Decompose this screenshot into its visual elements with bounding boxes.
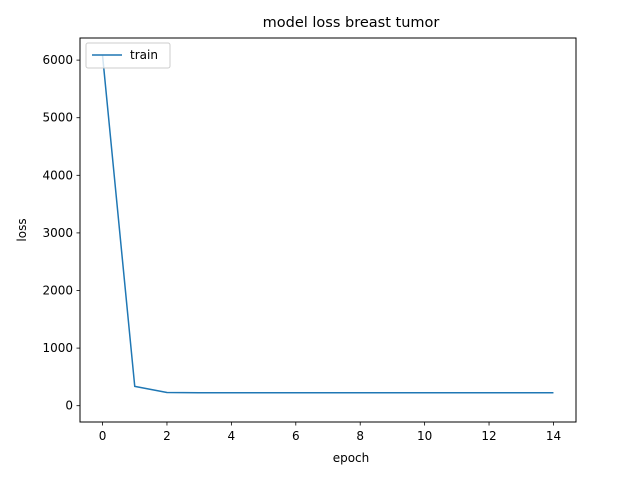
legend-box xyxy=(85,42,171,69)
y-tick-label: 5000 xyxy=(42,111,73,125)
chart-title: model loss breast tumor xyxy=(263,15,440,31)
y-tick-label: 6000 xyxy=(42,53,73,67)
y-tick-label: 2000 xyxy=(42,284,73,298)
x-tick-label: 2 xyxy=(163,429,171,443)
x-tick-label: 6 xyxy=(292,429,300,443)
axes-frame xyxy=(79,37,577,423)
y-tick-label: 3000 xyxy=(42,226,73,240)
y-tick-label: 0 xyxy=(65,399,73,413)
x-axis-label: epoch xyxy=(333,451,370,465)
y-tick-label: 4000 xyxy=(42,168,73,182)
legend-label-train: train xyxy=(130,48,158,62)
plot-area: 0 2 4 6 8 10 12 14 0 1000 2000 3000 4000 5000 6000 xyxy=(42,37,577,443)
y-axis-label: loss xyxy=(15,218,29,241)
legend: train xyxy=(85,42,171,69)
series-line-train xyxy=(101,55,554,394)
y-ticks: 0 1000 2000 3000 4000 5000 6000 xyxy=(42,53,80,413)
x-tick-label: 14 xyxy=(546,429,561,443)
y-tick-label: 1000 xyxy=(42,341,73,355)
x-tick-label: 10 xyxy=(417,429,432,443)
x-tick-label: 4 xyxy=(228,429,236,443)
x-ticks: 0 2 4 6 8 10 12 14 xyxy=(99,422,561,443)
x-tick-label: 12 xyxy=(481,429,496,443)
x-tick-label: 8 xyxy=(356,429,364,443)
x-tick-label: 0 xyxy=(99,429,107,443)
series-layer xyxy=(101,55,554,394)
